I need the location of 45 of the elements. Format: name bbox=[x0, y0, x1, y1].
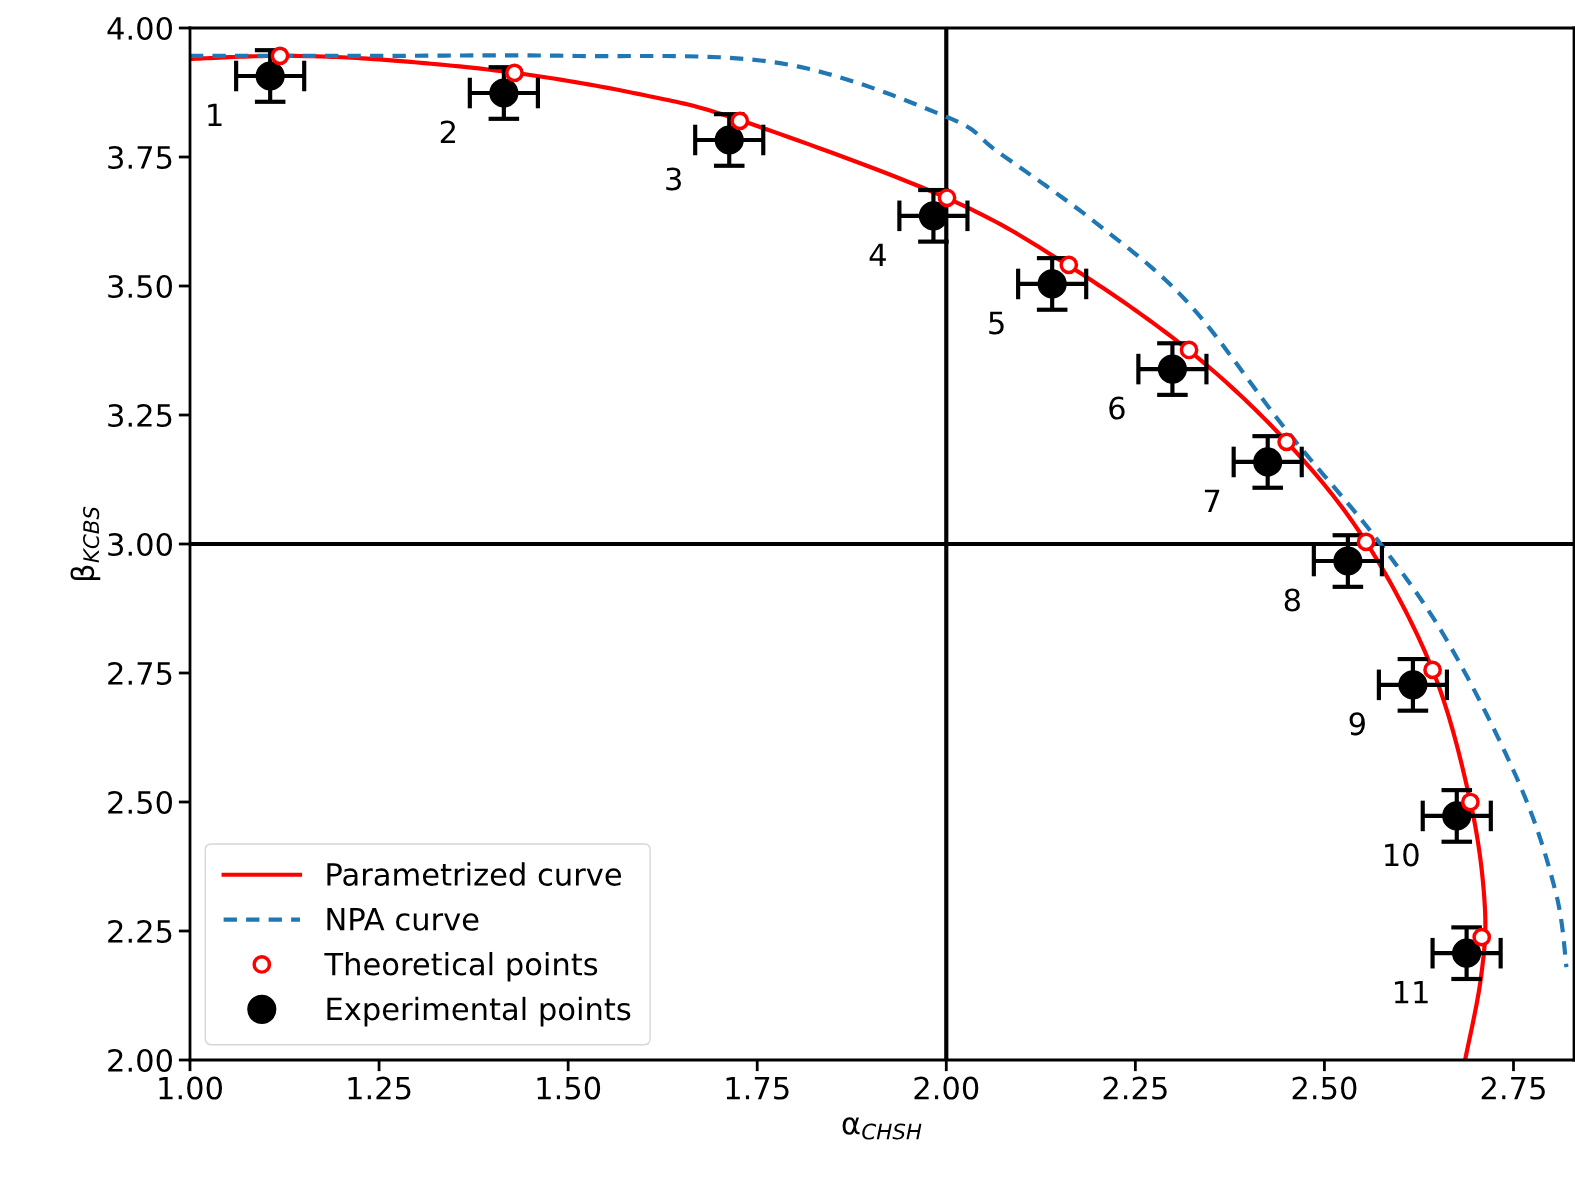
point bbox=[1461, 792, 1480, 812]
legend-label: Parametrized curve bbox=[327, 862, 622, 886]
x-axis-title: α$_{CHSH}$ bbox=[842, 1117, 922, 1140]
annotation: 4 bbox=[869, 243, 886, 266]
y-tick-label: 4.00 bbox=[107, 16, 172, 41]
x-tick-label: 2.75 bbox=[1481, 1076, 1545, 1100]
annotation: 7 bbox=[1204, 489, 1220, 513]
point bbox=[1356, 532, 1376, 552]
annotation: 8 bbox=[1284, 588, 1300, 612]
x-tick-label: 1.00 bbox=[159, 1076, 222, 1100]
annotation: 9 bbox=[1349, 712, 1365, 736]
annotation: 10 bbox=[1385, 843, 1419, 867]
point bbox=[1423, 660, 1442, 680]
x-tick-label: 2.00 bbox=[914, 1076, 979, 1100]
annotation: 3 bbox=[666, 167, 681, 191]
legend-label: NPA curve bbox=[327, 908, 479, 931]
point bbox=[1179, 340, 1199, 360]
annotation: 6 bbox=[1109, 396, 1125, 420]
y-tick-label: 2.75 bbox=[108, 661, 172, 686]
y-tick-label: 2.25 bbox=[108, 919, 172, 944]
point bbox=[730, 111, 750, 131]
x-tick-label: 2.25 bbox=[1103, 1076, 1167, 1100]
y-tick-label: 2.50 bbox=[108, 790, 172, 815]
y-tick-label: 3.50 bbox=[108, 274, 172, 299]
y-tick-label: 3.00 bbox=[108, 532, 172, 557]
point bbox=[270, 46, 290, 66]
y-tick-label: 2.00 bbox=[108, 1048, 172, 1073]
legend-label: Experimental points bbox=[327, 996, 631, 1027]
legend-label: Theoretical points bbox=[324, 951, 598, 982]
y-axis-title: β$_{KCBS}$ bbox=[70, 506, 101, 581]
annotation: 1 bbox=[208, 103, 222, 127]
x-tick-label: 2.50 bbox=[1292, 1076, 1357, 1100]
y-tick-label: 3.25 bbox=[108, 403, 172, 428]
annotation: 11 bbox=[1394, 981, 1428, 1004]
point bbox=[505, 63, 524, 83]
annotation: 2 bbox=[440, 120, 455, 144]
x-tick-label: 1.50 bbox=[537, 1076, 601, 1100]
point bbox=[937, 188, 957, 208]
annotation: 5 bbox=[989, 311, 1004, 335]
point bbox=[1059, 255, 1079, 275]
x-tick-label: 1.75 bbox=[726, 1076, 789, 1100]
y-tick-label: 3.75 bbox=[108, 145, 172, 170]
point bbox=[1277, 432, 1296, 452]
x-tick-label: 1.25 bbox=[348, 1076, 411, 1100]
point bbox=[1472, 927, 1492, 947]
